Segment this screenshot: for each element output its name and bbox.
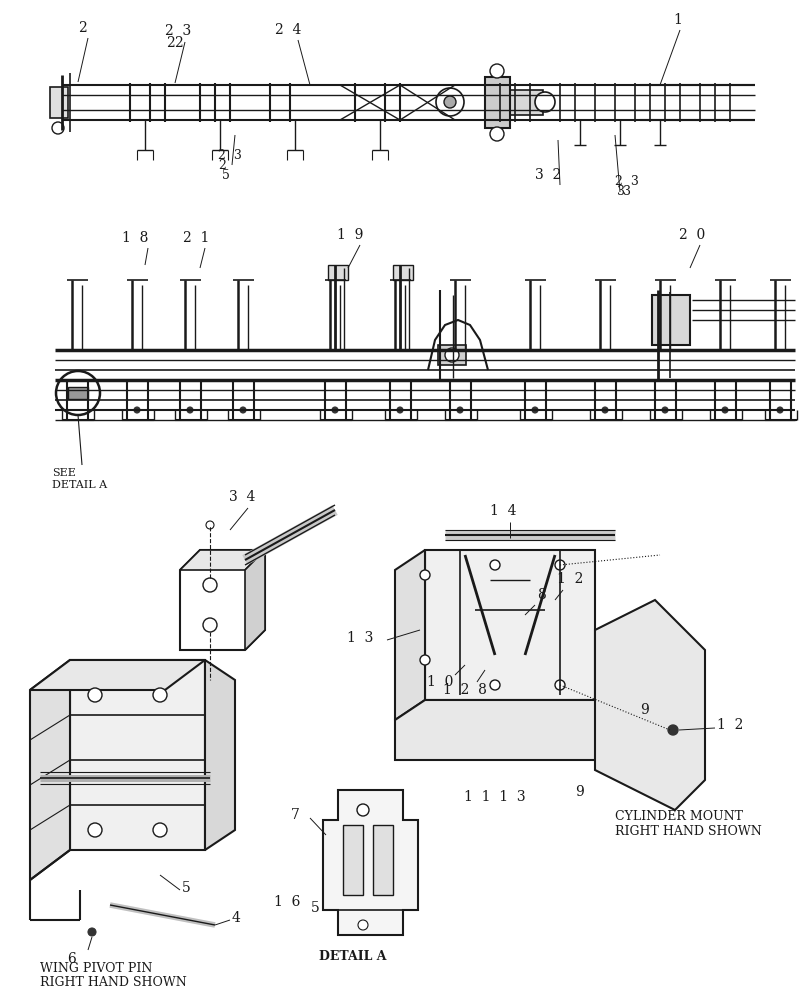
Circle shape (206, 521, 214, 529)
Text: 2  1: 2 1 (182, 231, 209, 245)
Text: 3: 3 (622, 185, 630, 198)
Text: 1: 1 (673, 13, 681, 27)
Text: DETAIL A: DETAIL A (319, 950, 386, 963)
Polygon shape (323, 790, 418, 935)
Circle shape (397, 407, 402, 413)
Bar (328, 265, 348, 280)
Text: 4: 4 (232, 911, 241, 925)
Circle shape (152, 688, 167, 702)
Text: 2: 2 (78, 21, 86, 35)
Circle shape (74, 407, 80, 413)
Circle shape (134, 407, 139, 413)
Text: 7: 7 (291, 808, 299, 822)
Circle shape (88, 688, 102, 702)
Polygon shape (394, 700, 614, 760)
Text: 5: 5 (221, 169, 230, 182)
Circle shape (721, 407, 727, 413)
Text: 1  6: 1 6 (273, 895, 299, 909)
Text: 5: 5 (182, 881, 191, 895)
Circle shape (489, 127, 504, 141)
Circle shape (88, 823, 102, 837)
Circle shape (88, 928, 96, 936)
Bar (484, 77, 509, 128)
Text: RIGHT HAND SHOWN: RIGHT HAND SHOWN (614, 825, 761, 838)
Circle shape (457, 407, 462, 413)
Circle shape (357, 804, 368, 816)
Polygon shape (180, 550, 264, 570)
Circle shape (534, 92, 554, 112)
Circle shape (358, 920, 367, 930)
Bar (50, 87, 68, 118)
Text: 6: 6 (67, 952, 76, 966)
Text: 3: 3 (616, 185, 624, 198)
Text: 1  8: 1 8 (122, 231, 148, 245)
Circle shape (554, 560, 564, 570)
Circle shape (489, 680, 500, 690)
Polygon shape (424, 550, 594, 700)
Text: 2  3: 2 3 (165, 24, 191, 38)
Text: 5: 5 (311, 901, 320, 915)
Text: 1  0: 1 0 (427, 675, 453, 689)
Circle shape (419, 570, 430, 580)
Text: 1  9: 1 9 (337, 228, 363, 242)
Polygon shape (245, 550, 264, 650)
Circle shape (661, 407, 667, 413)
Text: SEE
DETAIL A: SEE DETAIL A (52, 468, 107, 490)
Text: 1  2: 1 2 (716, 718, 742, 732)
Circle shape (203, 578, 217, 592)
Polygon shape (30, 660, 204, 690)
Text: 1  2  8: 1 2 8 (443, 683, 487, 697)
Circle shape (436, 88, 463, 116)
Bar (437, 345, 466, 365)
Text: 2  4: 2 4 (274, 23, 301, 37)
Text: 2: 2 (165, 36, 174, 50)
Bar (487, 90, 543, 115)
Polygon shape (70, 660, 204, 850)
Circle shape (667, 725, 677, 735)
Text: 2: 2 (217, 159, 225, 172)
Text: 2  3: 2 3 (614, 175, 638, 188)
Text: 1  3: 1 3 (346, 631, 372, 645)
Text: 1  1  1  3: 1 1 1 3 (464, 790, 526, 804)
Circle shape (444, 348, 458, 362)
Circle shape (554, 680, 564, 690)
Polygon shape (394, 550, 424, 720)
Bar (68, 387, 88, 399)
Circle shape (444, 96, 456, 108)
Text: 3  2: 3 2 (534, 168, 560, 182)
Circle shape (187, 407, 193, 413)
Text: 3  4: 3 4 (229, 490, 255, 504)
Circle shape (203, 618, 217, 632)
Circle shape (531, 407, 538, 413)
Circle shape (56, 371, 100, 415)
Polygon shape (204, 660, 234, 850)
Circle shape (601, 407, 607, 413)
Text: RIGHT HAND SHOWN: RIGHT HAND SHOWN (40, 976, 187, 989)
Polygon shape (594, 600, 704, 810)
Text: 9: 9 (639, 703, 648, 717)
Text: CYLINDER MOUNT: CYLINDER MOUNT (614, 810, 742, 823)
Bar (342, 825, 363, 895)
Circle shape (489, 64, 504, 78)
Bar (651, 295, 689, 345)
Circle shape (206, 676, 214, 684)
Polygon shape (30, 660, 70, 880)
Circle shape (332, 407, 337, 413)
Bar (372, 825, 393, 895)
Circle shape (776, 407, 782, 413)
Text: WING PIVOT PIN: WING PIVOT PIN (40, 962, 152, 975)
Circle shape (240, 407, 246, 413)
Text: 2  0: 2 0 (678, 228, 704, 242)
Circle shape (152, 823, 167, 837)
Text: 9: 9 (575, 785, 584, 799)
Text: 2: 2 (174, 36, 182, 50)
Circle shape (419, 655, 430, 665)
Circle shape (52, 122, 64, 134)
Text: 1  2: 1 2 (556, 572, 582, 586)
Text: 2  3: 2 3 (217, 149, 242, 162)
Bar (393, 265, 413, 280)
Text: 1  4: 1 4 (489, 504, 516, 518)
Text: 8: 8 (536, 588, 545, 602)
Circle shape (489, 560, 500, 570)
